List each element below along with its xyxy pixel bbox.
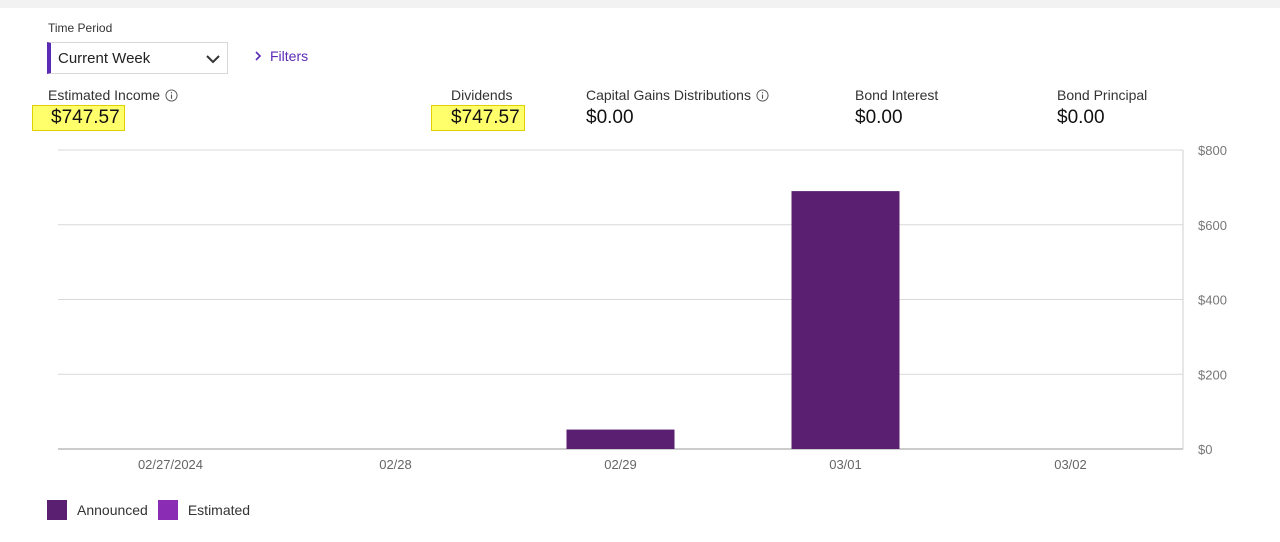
metric-label: Dividends — [451, 87, 513, 103]
time-period-label: Time Period — [48, 21, 113, 35]
x-tick-label: 03/02 — [1054, 457, 1087, 472]
metric-value: $747.57 — [431, 105, 525, 131]
y-tick-label: $600 — [1198, 218, 1227, 233]
info-icon[interactable] — [165, 88, 178, 102]
metric-capital-gains: Capital Gains Distributions $0.00 — [586, 87, 769, 130]
bar-announced-02-29 — [566, 429, 675, 449]
time-period-select[interactable]: Current Week — [47, 42, 228, 74]
metric-label: Capital Gains Distributions — [586, 87, 751, 103]
y-tick-label: $200 — [1198, 367, 1227, 382]
y-tick-label: $400 — [1198, 293, 1227, 308]
x-tick-label: 02/29 — [604, 457, 637, 472]
metric-value: $747.57 — [32, 105, 125, 131]
metric-label: Bond Interest — [855, 87, 939, 103]
x-tick-label: 02/28 — [379, 457, 412, 472]
x-tick-label: 03/01 — [829, 457, 862, 472]
metric-value: $0.00 — [586, 107, 634, 128]
bar-announced-03-01 — [791, 191, 900, 450]
x-tick-label: 02/27/2024 — [138, 457, 203, 472]
metric-value: $0.00 — [1057, 107, 1105, 128]
y-tick-label: $800 — [1198, 143, 1227, 158]
info-icon[interactable] — [756, 88, 769, 102]
legend-swatch-announced — [47, 500, 67, 520]
y-tick-label: $0 — [1198, 442, 1212, 457]
filters-label: Filters — [270, 48, 309, 64]
top-bar — [0, 0, 1280, 8]
metric-estimated-income: Estimated Income $747.57 — [32, 87, 178, 131]
income-bar-chart: $0 $200 $400 $600 $800 02/27/2024 02/28 02/29 03… — [58, 143, 1227, 472]
filters-link[interactable]: Filters — [253, 48, 308, 64]
chevron-down-icon — [206, 55, 220, 64]
chart-legend: Announced Estimated — [47, 500, 260, 520]
legend-label-announced[interactable]: Announced — [77, 502, 148, 518]
time-period-value: Current Week — [58, 49, 151, 67]
legend-label-estimated[interactable]: Estimated — [187, 502, 251, 518]
metric-bond-interest: Bond Interest $0.00 — [855, 87, 938, 130]
metric-bond-principal: Bond Principal $0.00 — [1057, 87, 1147, 130]
legend-swatch-estimated — [157, 500, 178, 520]
chevron-right-icon — [255, 51, 262, 61]
metric-label: Bond Principal — [1057, 87, 1148, 103]
metric-value: $0.00 — [855, 107, 903, 128]
metric-dividends: Dividends $747.57 — [431, 87, 525, 131]
metric-label: Estimated Income — [48, 87, 161, 103]
